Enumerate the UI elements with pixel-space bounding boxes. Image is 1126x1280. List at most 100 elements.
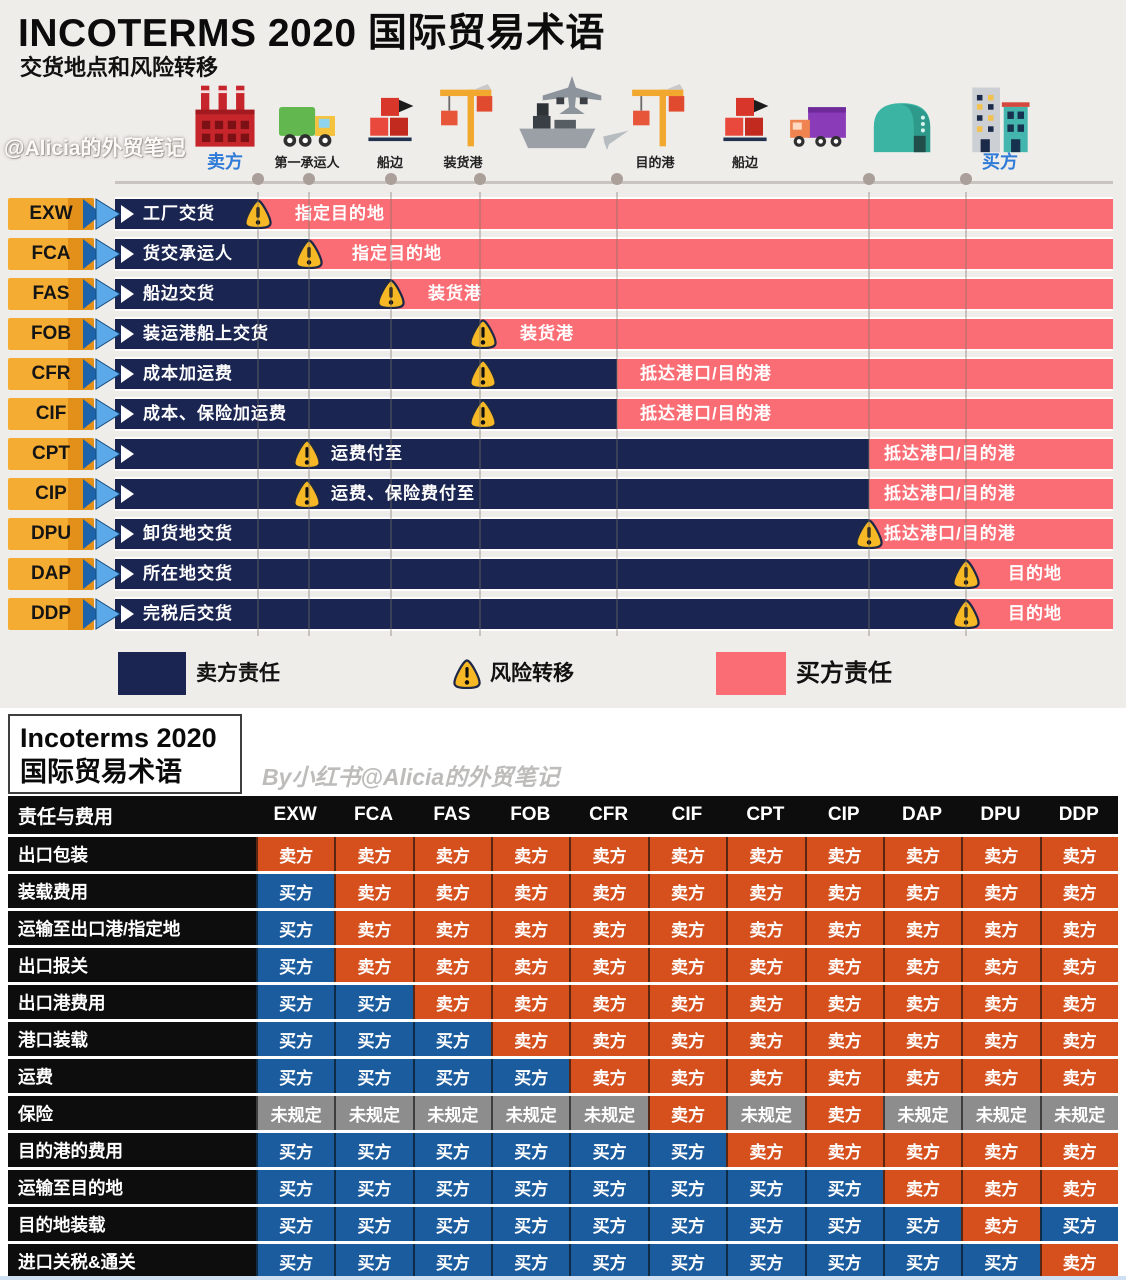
seller-responsibility-bar [115, 559, 966, 589]
table-cell-CIP: 买方 [804, 1244, 883, 1278]
buyer-responsibility-bar [617, 399, 1113, 429]
incoterm-code-CIF: CIF [8, 398, 94, 430]
red-cubes-icon [363, 94, 417, 154]
buyer-responsibility-bar [869, 439, 1113, 469]
table-cell-FAS: 卖方 [412, 911, 492, 945]
table-row: 进口关税&通关 买方 买方 买方 买方 买方 买方 买方 买方 买方 买方 卖方 [8, 1244, 1118, 1278]
table-header-row: 责任与费用 EXW FCA FAS FOB CFR CIF CPT CIP DAP DPU DDP [8, 796, 1118, 834]
incoterm-bar-row-CPT: 运费付至 抵达港口/目的港 [115, 439, 1113, 470]
seller-responsibility-bar [115, 279, 391, 309]
buyer-bar-label: 抵达港口/目的港 [640, 404, 772, 423]
row-label: 运输至目的地 [8, 1170, 256, 1204]
double-chevron-icon [82, 358, 126, 390]
table-cell-DPU: 未规定 [961, 1096, 1040, 1130]
table-cell-DAP: 卖方 [882, 1022, 962, 1056]
icon-label-party: 买方 [982, 152, 1018, 172]
incoterm-code-DPU: DPU [8, 518, 94, 550]
table-cell-CIF: 卖方 [647, 911, 727, 945]
column-header-FOB: FOB [510, 804, 551, 825]
timeline-dot [474, 173, 486, 185]
table-cell-CIP: 买方 [804, 1170, 883, 1204]
risk-transfer-icon [855, 519, 883, 550]
buyer-responsibility-bar [617, 359, 1113, 389]
hangar-icon [867, 94, 937, 154]
incoterm-code-EXW: EXW [8, 198, 94, 230]
table-cell-CIF: 卖方 [647, 1022, 727, 1056]
buyer-responsibility-bar [480, 319, 1113, 349]
table-cell-DDP: 卖方 [1039, 948, 1118, 982]
timeline-dot [960, 173, 972, 185]
risk-transfer-icon [952, 599, 980, 630]
table-cell-CIF: 买方 [647, 1133, 727, 1167]
column-header-CFR: CFR [589, 804, 629, 825]
incoterm-bar-row-CFR: 成本加运费 抵达港口/目的港 [115, 359, 1113, 390]
buyer-bar-label: 目的地 [1008, 604, 1062, 623]
row-label: 装载费用 [8, 874, 256, 908]
risk-transfer-icon [377, 279, 405, 310]
risk-transfer-icon [469, 359, 497, 390]
table-cell-CIP: 卖方 [804, 948, 883, 982]
risk-transfer-icon [952, 559, 980, 590]
incoterm-bar-row-EXW: 工厂交货 指定目的地 [115, 199, 1113, 230]
table-row: 出口港费用 买方 买方 卖方 卖方 卖方 卖方 卖方 卖方 卖方 卖方 卖方 [8, 985, 1118, 1019]
table-cell-CIP: 卖方 [804, 874, 883, 908]
author-credit: By小红书@Alicia的外贸笔记 [262, 764, 560, 790]
table-cell-FOB: 未规定 [491, 1096, 570, 1130]
table-cell-DPU: 卖方 [961, 837, 1040, 871]
incoterm-code-CPT: CPT [8, 438, 94, 470]
table-cell-DDP: 卖方 [1039, 1170, 1118, 1204]
legend-buyer-swatch [716, 652, 786, 695]
bar-start-arrow-icon [121, 485, 134, 503]
page-subtitle: 交货地点和风险转移 [20, 55, 219, 80]
table-cell-DDP: 卖方 [1039, 1059, 1118, 1093]
table-cell-DAP: 卖方 [882, 874, 962, 908]
table-cell-FOB: 卖方 [491, 874, 570, 908]
seller-bar-label: 卸货地交货 [143, 524, 233, 543]
table-row: 运输至目的地 买方 买方 买方 买方 买方 买方 买方 买方 卖方 卖方 卖方 [8, 1170, 1118, 1204]
buyer-bar-label: 抵达港口/目的港 [884, 524, 1016, 543]
column-header-CIP: CIP [827, 804, 860, 825]
table-cell-FAS: 买方 [412, 1133, 492, 1167]
table-cell-EXW: 买方 [256, 874, 335, 908]
row-label: 保险 [8, 1096, 256, 1130]
icon-label-stage: 第一承运人 [274, 155, 340, 170]
seller-responsibility-bar [115, 439, 869, 469]
table-cell-DPU: 卖方 [961, 1170, 1040, 1204]
table-cell-CFR: 卖方 [569, 1022, 648, 1056]
table-title-box: Incoterms 2020 国际贸易术语 [8, 714, 242, 794]
bar-start-arrow-icon [121, 285, 134, 303]
seller-bar-label: 成本、保险加运费 [143, 404, 287, 423]
double-chevron-icon [82, 558, 126, 590]
gridline [965, 192, 967, 636]
buyer-bar-label: 抵达港口/目的港 [884, 484, 1016, 503]
table-cell-CIP: 卖方 [804, 911, 883, 945]
risk-transfer-chart-section: INCOTERMS 2020 国际贸易术语 交货地点和风险转移 @Alicia的… [0, 0, 1126, 708]
timeline-dot [385, 173, 397, 185]
risk-transfer-icon [469, 319, 497, 350]
double-chevron-icon [82, 518, 126, 550]
table-cell-CIF: 卖方 [647, 1059, 727, 1093]
table-cell-EXW: 买方 [256, 1133, 335, 1167]
seller-bar-label: 船边交货 [143, 284, 215, 303]
ship-and-planes-icon [513, 74, 631, 154]
seller-responsibility-bar [115, 359, 617, 389]
table-cell-EXW: 买方 [256, 985, 335, 1019]
incoterm-code-FOB: FOB [8, 318, 94, 350]
table-cell-FCA: 未规定 [334, 1096, 413, 1130]
seller-bar-label: 货交承运人 [143, 244, 233, 263]
table-cell-CPT: 卖方 [726, 1059, 805, 1093]
table-cell-FOB: 买方 [491, 1059, 570, 1093]
table-cell-DDP: 买方 [1039, 1207, 1118, 1241]
buyer-responsibility-bar [966, 559, 1113, 589]
responsibility-table: 责任与费用 EXW FCA FAS FOB CFR CIF CPT CIP DAP DPU DDP … [8, 796, 1118, 1278]
incoterm-code-CFR: CFR [8, 358, 94, 390]
table-cell-EXW: 买方 [256, 1022, 335, 1056]
table-cell-FAS: 买方 [412, 1207, 492, 1241]
table-cell-CIF: 卖方 [647, 837, 727, 871]
table-cell-FCA: 买方 [334, 1059, 413, 1093]
incoterm-code-FCA: FCA [8, 238, 94, 270]
bar-start-arrow-icon [121, 445, 134, 463]
column-header-DPU: DPU [980, 804, 1021, 825]
icon-label-stage: 目的港 [635, 155, 675, 170]
incoterm-code-DDP: DDP [8, 598, 94, 630]
